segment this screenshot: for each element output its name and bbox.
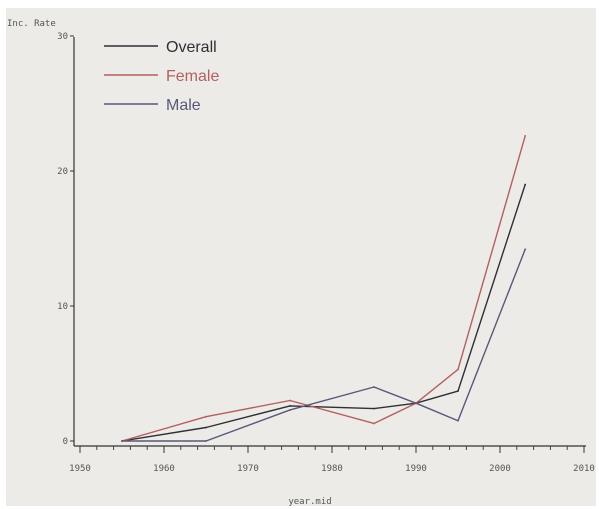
data-point-male [289, 409, 291, 411]
data-point-female [457, 368, 459, 371]
data-point-male [415, 402, 417, 405]
x-tick-label: 1990 [405, 464, 427, 474]
series-line-female [121, 135, 526, 442]
data-point-overall [457, 390, 459, 392]
data-point-overall [373, 407, 375, 410]
x-tick-label: 1960 [153, 464, 175, 474]
series-lines [121, 135, 527, 442]
data-point-female [289, 399, 291, 402]
y-tick-label: 10 [57, 302, 68, 312]
data-point-male [373, 386, 375, 388]
x-tick-label: 2000 [489, 464, 511, 474]
data-point-female [373, 422, 375, 425]
x-tick-label: 2010 [573, 464, 595, 474]
data-point-overall [205, 426, 207, 429]
y-axis-title: Inc. Rate [7, 19, 56, 29]
x-tick-label: 1980 [321, 464, 343, 474]
legend-label-overall: Overall [166, 39, 217, 56]
data-point-overall [289, 405, 291, 407]
x-tick-label: 1950 [69, 464, 91, 474]
data-point-male [457, 419, 459, 422]
y-tick-label: 30 [57, 32, 68, 42]
x-axis-title: year.mid [288, 497, 331, 507]
data-point-male [121, 440, 123, 442]
y-axis-ticks: 0 10 20 30 [57, 32, 74, 447]
data-point-female [205, 415, 207, 418]
data-point-male [205, 440, 207, 442]
legend-label-female: Female [166, 68, 219, 85]
y-tick-label: 0 [63, 437, 68, 447]
y-tick-label: 20 [57, 167, 68, 177]
legend-label-male: Male [166, 97, 201, 114]
x-axis-ticks: 1950 1960 1970 1980 1990 2000 2010 [69, 446, 595, 474]
x-tick-label: 1970 [237, 464, 259, 474]
data-point-female [524, 135, 527, 137]
legend: Overall Female Male [104, 39, 219, 114]
plot-panel [6, 8, 596, 506]
data-point-male [524, 248, 527, 251]
data-point-overall [524, 183, 527, 186]
